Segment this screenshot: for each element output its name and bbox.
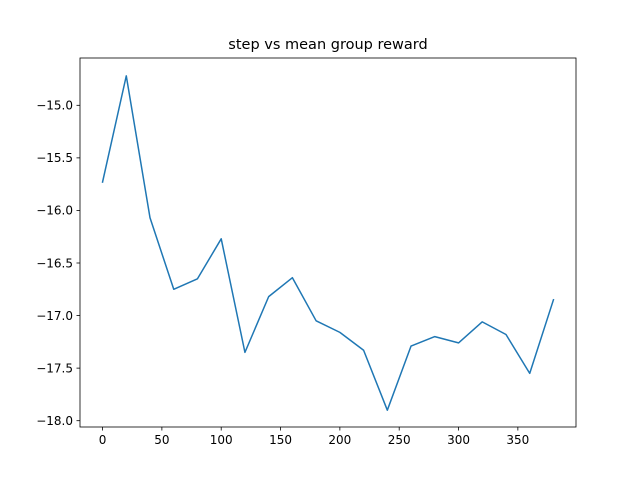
series-line-0 <box>101 75 555 411</box>
y-tick-label: −18.0 <box>36 414 73 428</box>
x-tick-label: 250 <box>388 433 411 447</box>
y-tick-label: −15.5 <box>36 151 73 165</box>
y-tick-label: −15.0 <box>36 99 73 113</box>
x-tick-label: 0 <box>99 433 107 447</box>
axes-frame <box>79 57 577 428</box>
y-tick-label: −17.0 <box>36 309 73 323</box>
chart-title: step vs mean group reward <box>228 37 427 53</box>
plot-area <box>101 75 555 411</box>
y-tick-label: −17.5 <box>36 361 73 375</box>
x-tick-label: 350 <box>506 433 529 447</box>
y-tick-label: −16.5 <box>36 256 73 270</box>
x-tick-label: 150 <box>269 433 292 447</box>
x-tick-label: 100 <box>210 433 233 447</box>
x-tick-label: 300 <box>447 433 470 447</box>
x-tick-label: 50 <box>154 433 169 447</box>
axes: 0 50 100 150 200 250 300 350 −15.0 −15.5 −16.0 −16.… <box>36 57 577 447</box>
x-tick-label: 200 <box>328 433 351 447</box>
y-tick-label: −16.0 <box>36 204 73 218</box>
